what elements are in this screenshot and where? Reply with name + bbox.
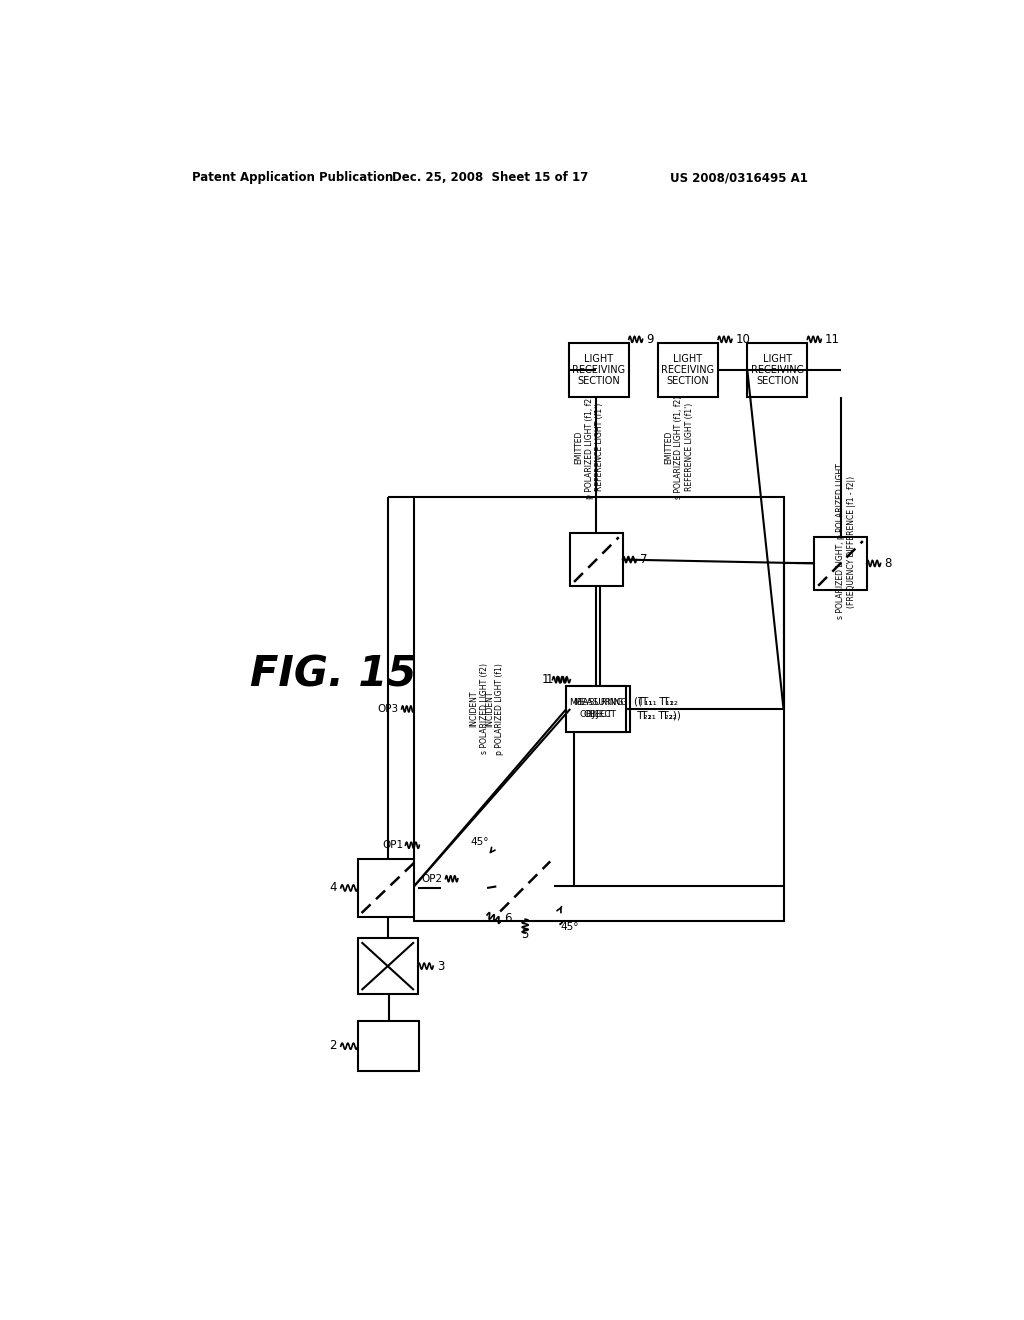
FancyBboxPatch shape [414,498,783,921]
FancyBboxPatch shape [497,858,554,915]
Text: T₂₁  T₂₂): T₂₁ T₂₂) [634,710,677,721]
Text: MEASURING: MEASURING [573,697,628,706]
Text: LIGHT: LIGHT [584,354,613,364]
Text: 2: 2 [330,1039,337,1052]
Text: 45°: 45° [560,921,579,932]
Text: OP3: OP3 [378,704,398,714]
FancyBboxPatch shape [566,686,627,733]
Text: 7: 7 [640,553,648,566]
Text: 1: 1 [542,673,550,686]
FancyBboxPatch shape [357,859,418,917]
Text: LIGHT: LIGHT [763,354,792,364]
Text: 4: 4 [330,882,337,895]
FancyBboxPatch shape [357,1020,419,1071]
Text: OBJECT: OBJECT [580,710,613,719]
Text: SECTION: SECTION [756,376,799,385]
Text: Dec. 25, 2008  Sheet 15 of 17: Dec. 25, 2008 Sheet 15 of 17 [392,172,589,185]
Text: 1: 1 [546,673,553,686]
Text: FIG. 15: FIG. 15 [250,653,417,696]
Text: MEASURING: MEASURING [569,697,624,706]
FancyBboxPatch shape [814,537,866,590]
Text: 11: 11 [825,333,840,346]
Text: (T₁₁  T₁₂: (T₁₁ T₁₂ [638,696,678,706]
Text: INCIDENT
s POLARIZED LIGHT (f2): INCIDENT s POLARIZED LIGHT (f2) [470,664,489,755]
FancyBboxPatch shape [748,343,807,397]
Text: SECTION: SECTION [578,376,621,385]
FancyBboxPatch shape [658,343,718,397]
Text: INCIDENT
p POLARIZED LIGHT (f1): INCIDENT p POLARIZED LIGHT (f1) [485,663,505,755]
Text: SECTION: SECTION [667,376,710,385]
Text: T₂₁  T₂₂): T₂₁ T₂₂) [638,710,681,721]
Text: OP1: OP1 [383,841,403,850]
Text: (T₁₁  T₁₂: (T₁₁ T₁₂ [634,696,674,706]
Text: s POLARIZED LIGHT, p POLARIZED LIGHT
(FREQUENCY DIFFERENCE |f1 - f2|): s POLARIZED LIGHT, p POLARIZED LIGHT (FR… [837,463,856,619]
FancyBboxPatch shape [570,686,631,733]
Text: 10: 10 [736,333,751,346]
Text: OP2: OP2 [421,874,442,883]
Text: 5: 5 [521,928,528,941]
Text: OBJECT: OBJECT [584,710,616,719]
Text: 45°: 45° [470,837,488,847]
Text: EMITTED
s POLARIZED LIGHT (f1, f2)
REFERENCE LIGHT (f1'): EMITTED s POLARIZED LIGHT (f1, f2) REFER… [664,396,693,499]
Text: US 2008/0316495 A1: US 2008/0316495 A1 [670,172,808,185]
Text: 3: 3 [437,960,444,973]
Text: 9: 9 [646,333,654,346]
Text: RECEIVING: RECEIVING [572,366,626,375]
Text: LIGHT: LIGHT [674,354,702,364]
Text: Patent Application Publication: Patent Application Publication [193,172,393,185]
Text: RECEIVING: RECEIVING [751,366,804,375]
Text: EMITTED
p POLARIZED LIGHT (f1, f2)
REFERENCE LIGHT (f1'): EMITTED p POLARIZED LIGHT (f1, f2) REFER… [574,395,604,499]
Text: RECEIVING: RECEIVING [662,366,715,375]
Text: 8: 8 [885,557,892,570]
FancyBboxPatch shape [568,343,629,397]
FancyBboxPatch shape [570,533,623,586]
FancyBboxPatch shape [357,939,418,994]
Text: 6: 6 [504,912,512,925]
